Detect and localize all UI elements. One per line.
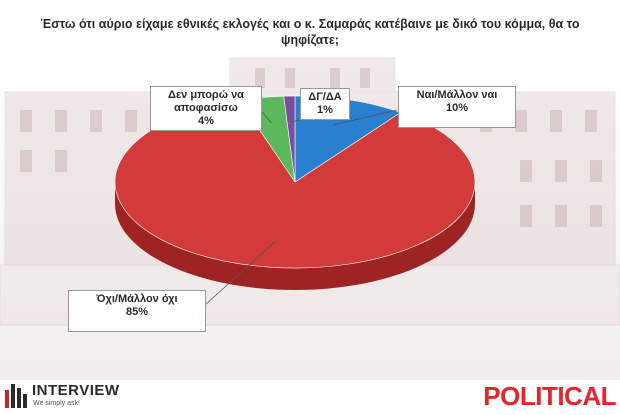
data-label-category: Όχι/Μάλλον όχι: [96, 293, 178, 305]
data-label-category: αποφασίσω: [174, 102, 238, 114]
leader-line: [333, 109, 398, 126]
data-label-category: Δεν μπορώ να: [168, 89, 244, 101]
data-label-value: 4%: [198, 115, 214, 127]
interview-logo-mark: [5, 384, 27, 408]
pie-slice: [114, 99, 476, 269]
data-label-category: ΔΓ/ΔΑ: [308, 91, 342, 103]
data-label-value: 85%: [125, 306, 149, 318]
data-label: Δεν μπορώ να αποφασίσω 4%: [150, 86, 262, 131]
political-logo: POLITICAL: [483, 381, 616, 411]
data-label-category: Ναι/Μάλλον ναι: [416, 89, 498, 101]
data-label-value: 1%: [317, 104, 333, 116]
interview-name: INTERVIEW: [32, 382, 120, 399]
data-label-value: 10%: [445, 102, 469, 114]
pie-slice: [283, 95, 296, 183]
leader-line: [204, 241, 276, 306]
interview-tagline: We simply ask!: [33, 400, 80, 407]
data-label: ΔΓ/ΔΑ 1%: [300, 88, 350, 120]
data-label: Όχι/Μάλλον όχι 85%: [68, 290, 206, 332]
chart-title: Έστω ότι αύριο είχαμε εθνικές εκλογές κα…: [40, 17, 580, 47]
data-label: Ναι/Μάλλον ναι 10%: [398, 86, 516, 128]
leader-line: [261, 111, 272, 124]
pie-slice-side: [115, 182, 475, 290]
interview-logo: INTERVIEW We simply ask!: [4, 380, 119, 415]
